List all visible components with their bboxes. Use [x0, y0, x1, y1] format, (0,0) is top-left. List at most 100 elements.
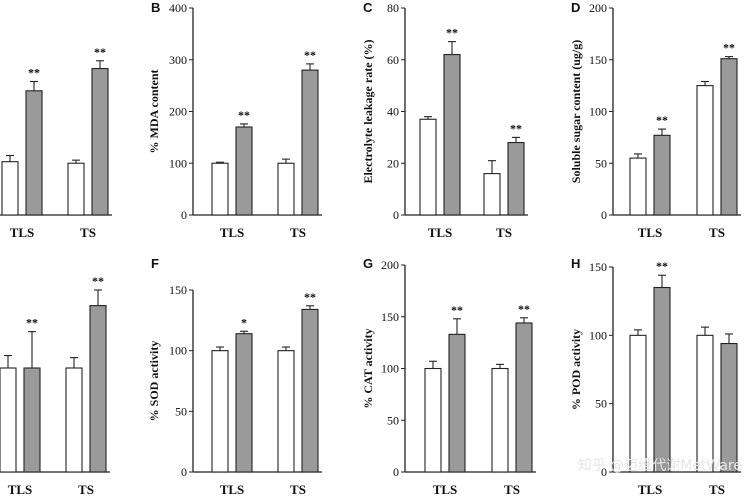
bar-tls-control	[629, 334, 647, 473]
y-tick-label: 0	[181, 208, 187, 222]
panel-letter: F	[151, 256, 159, 271]
bar-tls-treatment	[443, 54, 461, 216]
significance-marker: **	[26, 316, 38, 330]
y-tick-label: 80	[387, 1, 399, 15]
bar-ts-treatment	[301, 69, 319, 216]
y-tick-label: 150	[381, 310, 399, 324]
bar-ts-treatment	[301, 308, 319, 473]
significance-marker: **	[518, 302, 530, 316]
y-tick-label: 50	[387, 413, 399, 427]
significance-marker: **	[238, 108, 250, 122]
y-tick-label: 0	[393, 465, 399, 479]
category-label-ts: TS	[709, 225, 725, 240]
category-label-tls: TLS	[638, 482, 663, 497]
significance-marker: **	[451, 303, 463, 317]
category-label-tls: TLS	[638, 225, 663, 240]
category-label-ts: TS	[709, 482, 725, 497]
panel-F: 0 50 100 150 F % SOD activity * TLS ** TS	[147, 256, 322, 497]
bar-tls-control	[419, 118, 437, 216]
bar-tls-control	[424, 367, 442, 473]
y-axis-label: % MDA content	[147, 70, 161, 154]
panel-B: 0 100 200 300 400 B % MDA content ** TLS ** TS	[147, 0, 322, 240]
category-label-tls: TLS	[220, 482, 245, 497]
y-tick-label: 100	[169, 344, 187, 358]
significance-marker: **	[28, 65, 40, 79]
y-tick-label: 0	[181, 465, 187, 479]
significance-marker: **	[510, 121, 522, 135]
bar-ts-treatment	[89, 305, 107, 473]
bar-tls-treatment	[653, 286, 671, 473]
y-tick-label: 20	[387, 156, 399, 170]
significance-marker: **	[723, 41, 735, 55]
panel-C: 0 20 40 60 80 C Electrolyte leakage rate (%) **…	[361, 0, 528, 240]
y-tick-label: 0	[601, 465, 607, 479]
category-label-ts: TS	[80, 225, 96, 240]
bar-tls-control	[0, 367, 17, 473]
bar-ts-control	[67, 162, 85, 216]
category-label-ts: TS	[78, 482, 94, 497]
bar-ts-control	[65, 367, 83, 473]
panel-letter: D	[571, 0, 580, 15]
y-axis-label: % CAT activity	[361, 328, 375, 408]
bar-tls-treatment	[25, 90, 43, 216]
bar-ts-treatment	[720, 58, 738, 216]
panel-letter: G	[363, 256, 373, 271]
category-label-tls: TLS	[8, 482, 33, 497]
y-tick-label: 100	[589, 105, 607, 119]
significance-marker: **	[92, 274, 104, 288]
panel-E: ** TLS ** TS	[0, 274, 110, 497]
bar-tls-control	[629, 157, 647, 216]
y-tick-label: 150	[589, 260, 607, 274]
bar-ts-control	[483, 173, 501, 216]
bar-ts-control	[277, 350, 295, 473]
y-tick-label: 200	[169, 105, 187, 119]
panel-letter: H	[571, 256, 580, 271]
y-axis-label: % SOD activity	[147, 341, 161, 422]
y-axis-label: % POD activity	[569, 329, 583, 410]
category-label-tls: TLS	[433, 482, 458, 497]
y-tick-label: 60	[387, 53, 399, 67]
y-axis-label: Electrolyte leakage rate (%)	[361, 39, 375, 183]
category-label-tls: TLS	[428, 225, 453, 240]
y-tick-label: 200	[589, 1, 607, 15]
significance-marker: **	[656, 259, 668, 273]
category-label-ts: TS	[504, 482, 520, 497]
panel-letter: C	[363, 0, 373, 15]
y-tick-label: 100	[589, 328, 607, 342]
significance-marker: *	[241, 315, 247, 329]
panel-D: 0 50 100 150 200 D Soluble sugar content (ug/g…	[569, 0, 741, 240]
category-label-ts: TS	[290, 482, 306, 497]
bar-tls-treatment	[448, 333, 466, 473]
bar-tls-treatment	[235, 333, 253, 473]
bar-tls-control	[211, 350, 229, 473]
y-tick-label: 100	[381, 362, 399, 376]
panel-A: ** TLS ** TS	[0, 45, 112, 240]
bar-tls-control	[211, 162, 229, 216]
bar-ts-treatment	[515, 322, 533, 473]
significance-marker: **	[446, 26, 458, 40]
category-label-ts: TS	[290, 225, 306, 240]
y-tick-label: 40	[387, 105, 399, 119]
y-tick-label: 0	[601, 208, 607, 222]
bar-tls-treatment	[23, 367, 41, 473]
bar-tls-treatment	[653, 134, 671, 216]
panel-G: 0 50 100 150 200 G % CAT activity ** TLS ** TS	[361, 256, 536, 497]
y-tick-label: 150	[169, 283, 187, 297]
panel-letter: B	[151, 0, 160, 15]
bar-tls-treatment	[235, 126, 253, 216]
y-tick-label: 100	[169, 156, 187, 170]
significance-marker: **	[94, 45, 106, 59]
y-tick-label: 300	[169, 53, 187, 67]
y-tick-label: 200	[381, 258, 399, 272]
bar-ts-control	[277, 162, 295, 216]
category-label-ts: TS	[496, 225, 512, 240]
bar-ts-control	[491, 367, 509, 473]
panel-H: 0 50 100 150 H % POD activity ** TLS TS	[569, 256, 741, 497]
bar-ts-treatment	[720, 342, 738, 473]
bar-ts-treatment	[507, 142, 525, 216]
category-label-tls: TLS	[10, 225, 35, 240]
significance-marker: **	[656, 113, 668, 127]
bar-ts-control	[696, 85, 714, 216]
bar-tls-control	[1, 161, 19, 216]
